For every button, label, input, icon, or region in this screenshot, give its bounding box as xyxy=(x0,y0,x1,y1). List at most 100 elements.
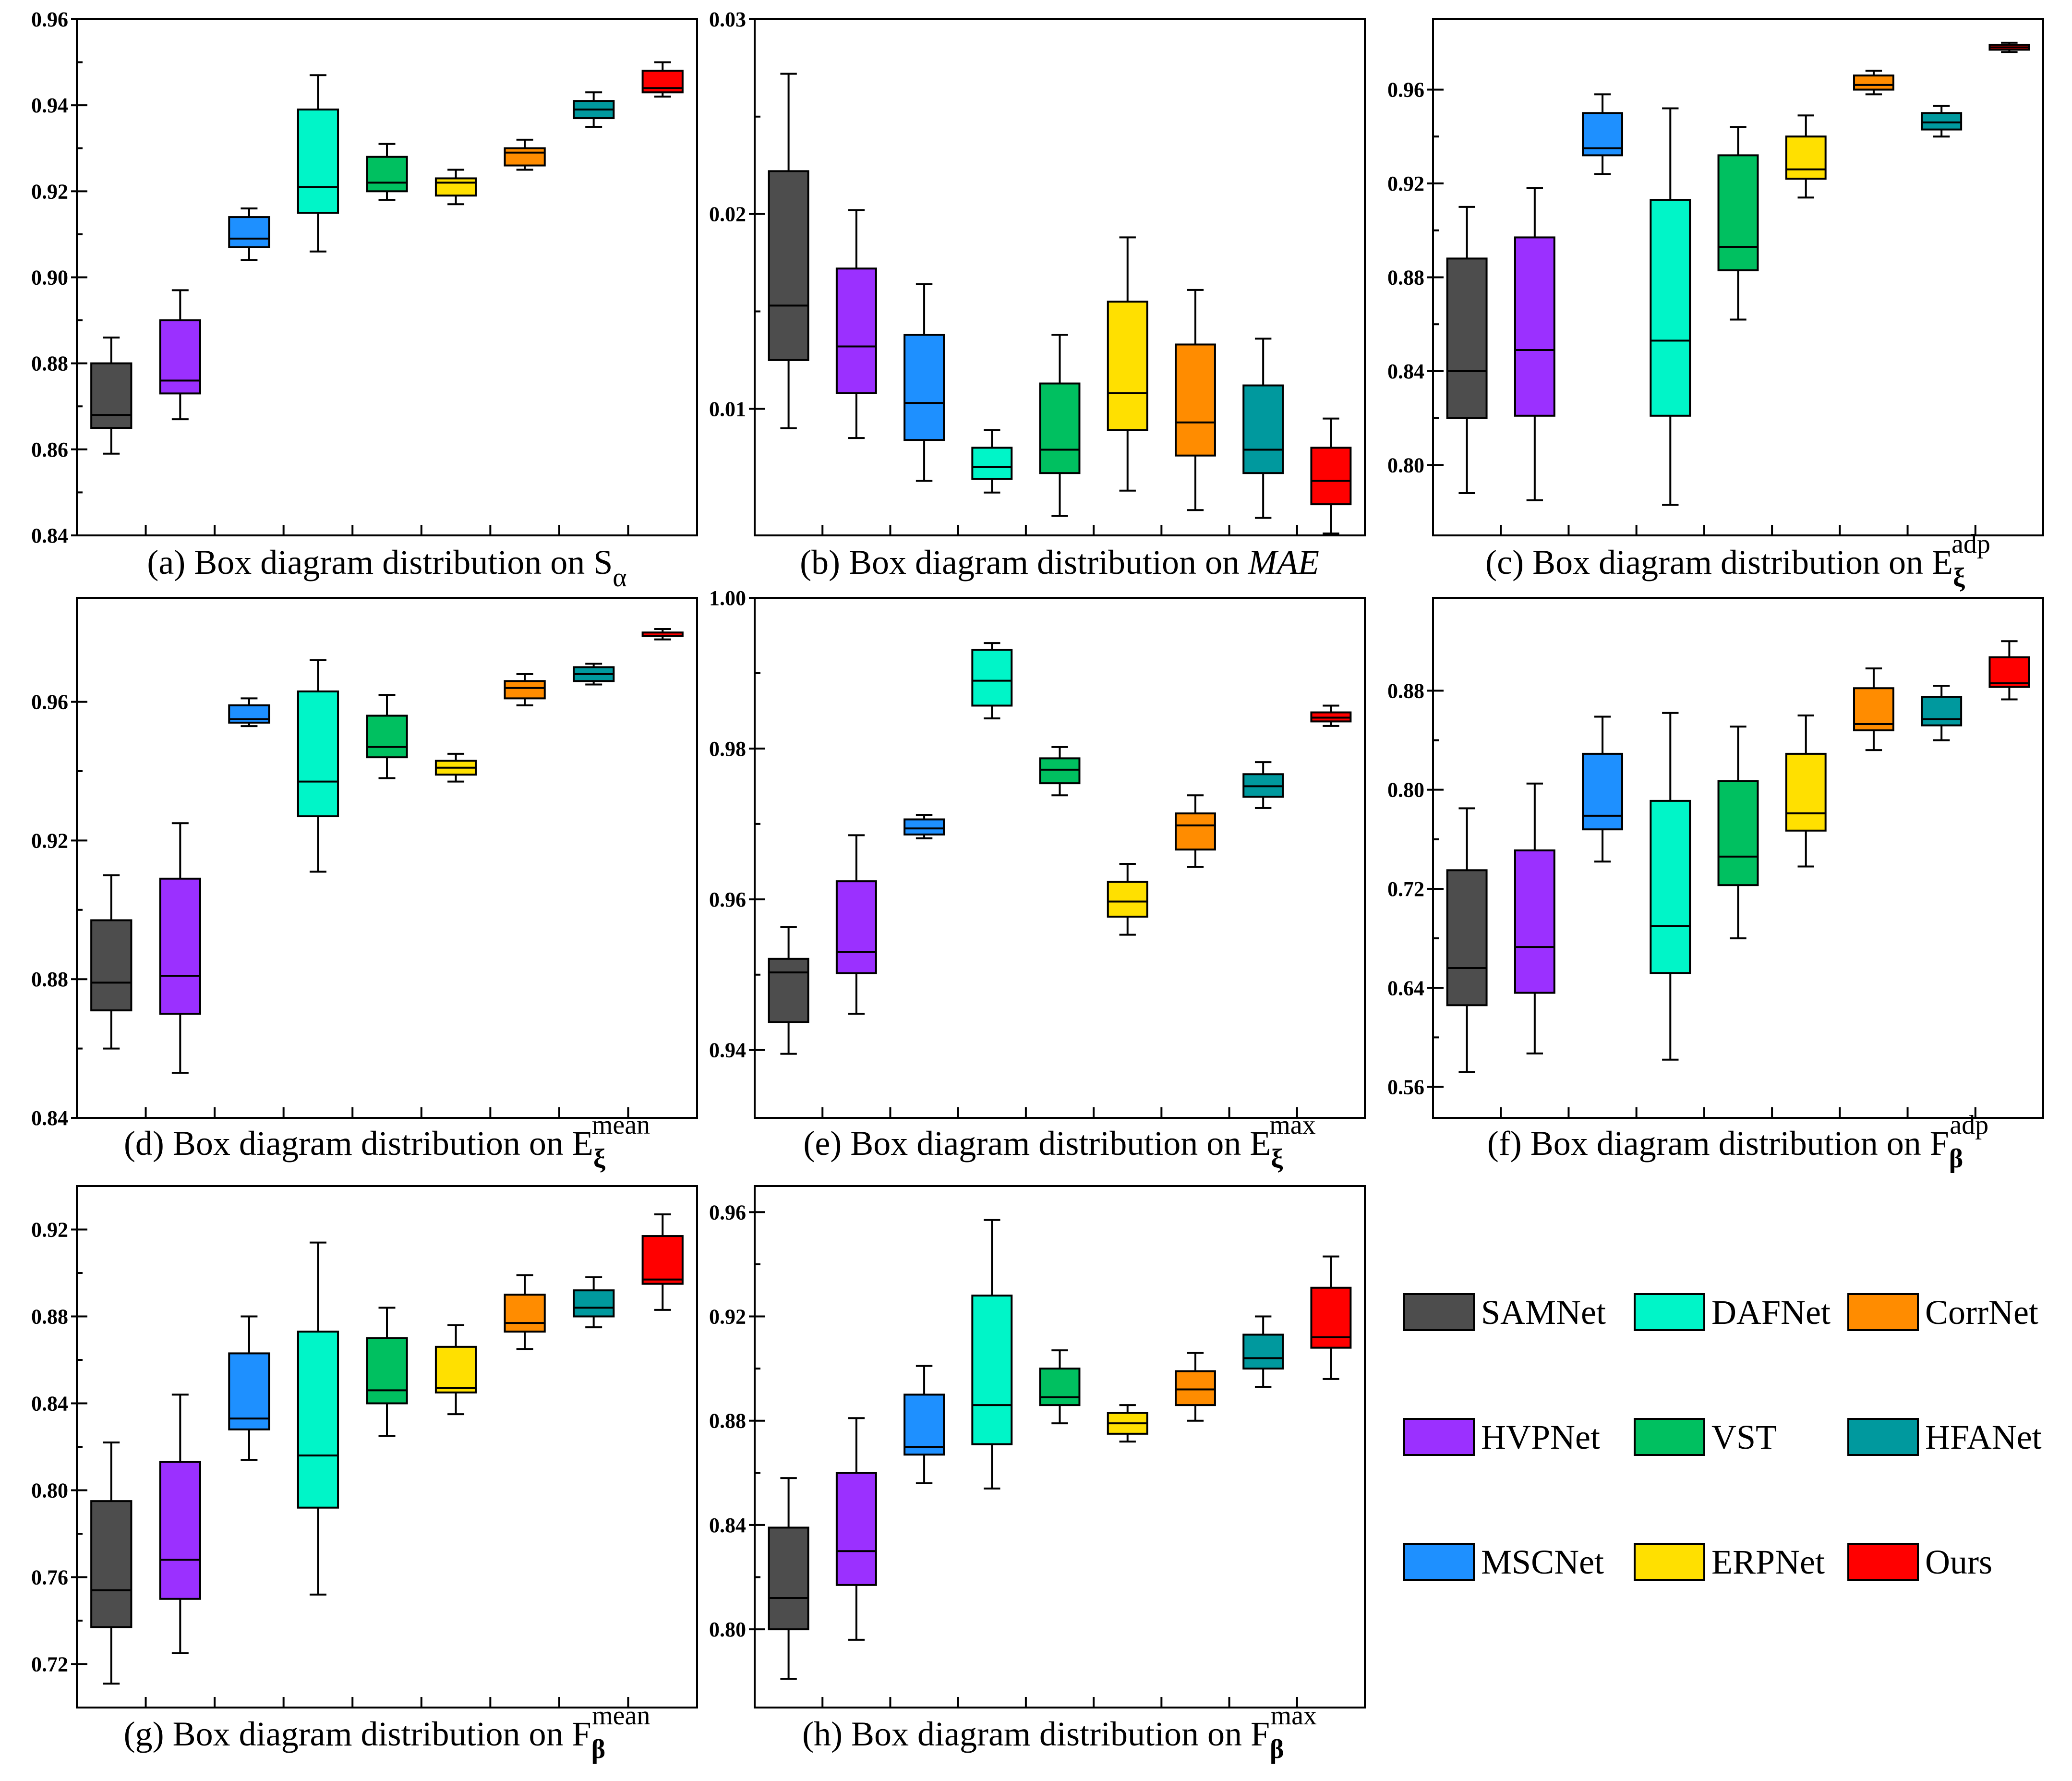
y-tick-label: 0.80 xyxy=(709,1618,746,1641)
box-mscnet xyxy=(903,814,945,839)
legend-item-dafnet: DAFNet xyxy=(1634,1293,1831,1332)
panel-a: 0.84 0.86 0.88 0.90 0.92 0.94 0.96 (a) Box diag… xyxy=(31,8,698,593)
box-mscnet xyxy=(903,283,945,482)
box-hfanet xyxy=(573,1276,615,1329)
panel-e: 0.94 0.96 0.98 1.00 (e) Box diagram distribu… xyxy=(709,586,1366,1174)
y-tick-label: 0.56 xyxy=(1387,1076,1424,1099)
box-iqr xyxy=(504,1294,546,1333)
panel-caption: (g) Box diagram distribution on Fβmean xyxy=(124,1701,651,1764)
legend-swatch xyxy=(1403,1543,1475,1581)
panel-caption: (d) Box diagram distribution on Eξmean xyxy=(124,1110,650,1174)
box-iqr xyxy=(90,362,133,429)
box-iqr xyxy=(1174,1370,1216,1406)
box-iqr xyxy=(366,715,408,759)
box-vst xyxy=(1039,746,1081,797)
box-vst xyxy=(366,694,408,779)
panel-caption: (h) Box diagram distribution on Fβmax xyxy=(802,1701,1317,1764)
y-tick-label: 0.96 xyxy=(709,888,746,911)
box-hfanet xyxy=(1242,338,1284,519)
box-erpnet xyxy=(434,169,477,206)
y-tick-label: 0.92 xyxy=(31,829,68,852)
y-tick-label: 0.88 xyxy=(31,968,68,991)
box-iqr xyxy=(1785,752,1827,832)
box-iqr xyxy=(835,267,877,394)
box-iqr xyxy=(434,1345,477,1393)
box-dafnet xyxy=(971,642,1013,720)
legend-label: HVPNet xyxy=(1481,1418,1600,1456)
box-hvpnet xyxy=(159,822,201,1074)
box-hvpnet xyxy=(159,289,201,421)
panel-caption: (a) Box diagram distribution on Sα xyxy=(147,543,626,593)
box-hfanet xyxy=(1242,761,1284,809)
box-iqr xyxy=(159,319,201,395)
y-tick-label: 0.92 xyxy=(1387,172,1424,195)
box-samnet xyxy=(90,874,133,1050)
box-vst xyxy=(366,143,408,201)
box-iqr xyxy=(1514,236,1555,417)
box-iqr xyxy=(434,177,477,197)
y-tick-label: 0.76 xyxy=(31,1566,68,1589)
box-iqr xyxy=(1242,1333,1284,1370)
box-iqr xyxy=(366,1337,408,1405)
box-mscnet xyxy=(228,207,270,261)
box-iqr xyxy=(641,1235,684,1285)
box-iqr xyxy=(1174,812,1216,851)
y-tick-label: 0.84 xyxy=(31,524,68,547)
box-iqr xyxy=(504,680,546,700)
box-vst xyxy=(1039,334,1081,517)
y-tick-label: 0.84 xyxy=(31,1106,68,1130)
box-iqr xyxy=(1853,74,1894,91)
box-iqr xyxy=(366,156,408,193)
y-tick-label: 0.96 xyxy=(31,8,68,31)
box-vst xyxy=(366,1307,408,1437)
box-iqr xyxy=(1242,384,1284,474)
box-iqr xyxy=(1039,757,1081,785)
box-ours xyxy=(1310,1255,1352,1380)
box-hfanet xyxy=(573,663,615,686)
box-mscnet xyxy=(903,1365,945,1485)
legend-item-erpnet: ERPNet xyxy=(1634,1543,1825,1581)
box-samnet xyxy=(90,1441,133,1685)
panel-caption: (b) Box diagram distribution on MAE xyxy=(800,543,1319,582)
box-iqr xyxy=(971,1295,1013,1445)
legend-label: CorrNet xyxy=(1925,1293,2038,1332)
y-tick-label: 0.88 xyxy=(709,1409,746,1433)
box-corrnet xyxy=(1853,667,1894,751)
y-tick-label: 0.03 xyxy=(709,8,746,31)
y-tick-label: 0.96 xyxy=(1387,78,1424,102)
y-tick-label: 0.80 xyxy=(31,1479,68,1502)
box-corrnet xyxy=(504,1274,546,1350)
panel-h: 0.80 0.84 0.88 0.92 0.96 (h) Box diagram dist… xyxy=(709,1185,1366,1764)
box-erpnet xyxy=(1107,1404,1148,1443)
box-samnet xyxy=(90,336,133,455)
box-iqr xyxy=(1717,154,1759,271)
panel-b: 0.01 0.02 0.03 (b) Box diagram distribution… xyxy=(709,8,1366,582)
box-iqr xyxy=(1039,382,1081,474)
box-hvpnet xyxy=(1514,187,1555,501)
panel-caption: (c) Box diagram distribution on Eξadp xyxy=(1485,529,1990,593)
box-iqr xyxy=(1988,656,2030,688)
box-iqr xyxy=(1650,199,1691,417)
legend-item-hvpnet: HVPNet xyxy=(1403,1418,1600,1456)
box-ours xyxy=(1310,417,1352,534)
panel-caption: (e) Box diagram distribution on Eξmax xyxy=(803,1110,1315,1174)
legend-item-samnet: SAMNet xyxy=(1403,1293,1606,1332)
panel-g: 0.72 0.76 0.80 0.84 0.88 0.92 (g) Box diagram … xyxy=(31,1185,698,1764)
legend-label: SAMNet xyxy=(1481,1293,1606,1332)
box-corrnet xyxy=(504,138,546,171)
box-dafnet xyxy=(971,429,1013,494)
box-iqr xyxy=(159,877,201,1015)
box-samnet xyxy=(768,1477,809,1680)
legend: SAMNet HVPNet MSCNet DAFNet VST ERPNet CorrNet… xyxy=(1403,1293,2042,1581)
y-tick-label: 0.84 xyxy=(709,1514,746,1537)
y-tick-label: 0.02 xyxy=(709,203,746,226)
y-tick-label: 0.92 xyxy=(709,1305,746,1329)
box-samnet xyxy=(768,73,809,429)
box-erpnet xyxy=(434,752,477,783)
y-tick-label: 0.90 xyxy=(31,266,68,290)
box-iqr xyxy=(835,1472,877,1586)
plot-frame xyxy=(754,597,1366,1119)
legend-label: Ours xyxy=(1925,1543,1992,1581)
y-tick-label: 0.72 xyxy=(1387,877,1424,901)
